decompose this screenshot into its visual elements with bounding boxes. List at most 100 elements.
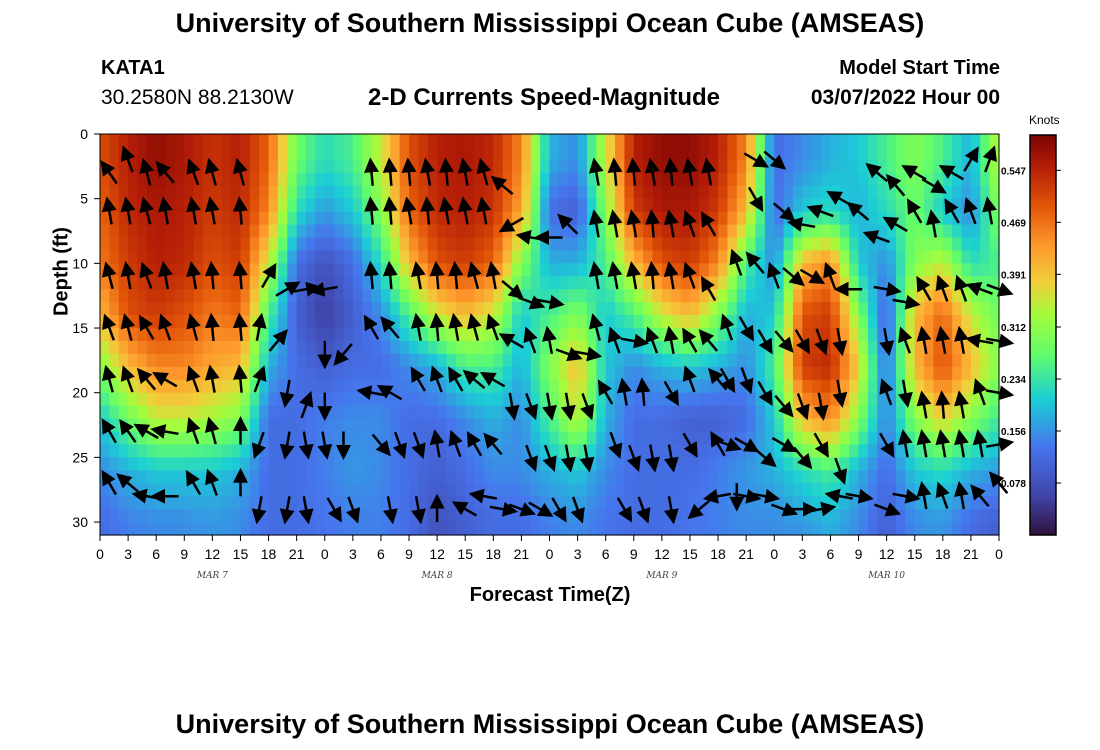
current-vector-arrow bbox=[682, 365, 697, 393]
heatmap-cell bbox=[212, 392, 223, 407]
heatmap-cell bbox=[989, 522, 1000, 536]
heatmap-cell bbox=[427, 328, 438, 342]
heatmap-cell bbox=[708, 483, 719, 497]
heatmap-cell bbox=[109, 366, 120, 381]
heatmap-cell bbox=[465, 328, 476, 342]
heatmap-cell bbox=[483, 444, 494, 458]
heatmap-cell bbox=[231, 483, 242, 497]
heatmap-cell bbox=[689, 172, 700, 187]
heatmap-cell bbox=[615, 172, 626, 187]
heatmap-cell bbox=[380, 276, 391, 290]
heatmap-cell bbox=[409, 172, 419, 187]
current-vector-arrow bbox=[799, 268, 826, 285]
heatmap-cell bbox=[418, 146, 429, 161]
heatmap-cell bbox=[746, 263, 757, 277]
heatmap-cell bbox=[615, 263, 626, 277]
heatmap-cell bbox=[774, 224, 785, 239]
heatmap-cell bbox=[942, 185, 953, 200]
heatmap-cell bbox=[886, 198, 897, 213]
heatmap-cell bbox=[474, 237, 485, 252]
heatmap-cell bbox=[961, 211, 972, 226]
heatmap-cell bbox=[792, 379, 803, 394]
heatmap-cell bbox=[521, 276, 532, 290]
heatmap-cell bbox=[736, 340, 747, 355]
heatmap-cell bbox=[568, 159, 579, 174]
heatmap-cell bbox=[268, 159, 279, 174]
heatmap-cell bbox=[315, 134, 326, 148]
heatmap-cell bbox=[914, 457, 925, 471]
heatmap-cell bbox=[671, 366, 682, 381]
heatmap-cell bbox=[905, 522, 916, 536]
heatmap-cell bbox=[287, 172, 298, 187]
current-vector-arrow bbox=[410, 261, 426, 290]
heatmap-cell bbox=[137, 250, 148, 264]
heatmap-cell bbox=[352, 198, 363, 213]
heatmap-cell bbox=[811, 315, 822, 329]
current-vector-arrow bbox=[489, 501, 518, 517]
heatmap-cell bbox=[586, 224, 597, 239]
current-vector-arrow bbox=[963, 197, 978, 225]
heatmap-cell bbox=[231, 328, 242, 342]
heatmap-cell bbox=[212, 315, 223, 329]
heatmap-cell bbox=[118, 444, 129, 458]
heatmap-cell bbox=[886, 483, 897, 497]
heatmap-cell bbox=[643, 198, 654, 213]
heatmap-cell bbox=[137, 431, 148, 446]
heatmap-cell bbox=[924, 224, 935, 239]
heatmap-cell bbox=[174, 146, 185, 161]
heatmap-cell bbox=[465, 198, 476, 213]
current-vector-arrow bbox=[150, 424, 179, 439]
heatmap-cell bbox=[980, 159, 991, 174]
heatmap-cell bbox=[306, 418, 316, 433]
heatmap-cell bbox=[352, 418, 363, 433]
heatmap-cell bbox=[465, 509, 476, 523]
current-vector-arrow bbox=[935, 390, 951, 419]
heatmap-cell bbox=[287, 444, 298, 458]
heatmap-cell bbox=[624, 418, 635, 433]
heatmap-cell bbox=[240, 198, 251, 213]
heatmap-cell bbox=[811, 366, 822, 381]
heatmap-cell bbox=[399, 172, 410, 187]
heatmap-cell bbox=[156, 392, 167, 407]
heatmap-cell bbox=[109, 444, 120, 458]
heatmap-cell bbox=[652, 431, 663, 446]
heatmap-cell bbox=[830, 134, 841, 148]
heatmap-cell bbox=[811, 302, 822, 316]
heatmap-cell bbox=[109, 211, 120, 226]
heatmap-cell bbox=[605, 185, 616, 200]
heatmap-cell bbox=[493, 263, 504, 277]
heatmap-cell bbox=[446, 224, 457, 239]
heatmap-cell bbox=[764, 185, 775, 200]
heatmap-cell bbox=[577, 276, 588, 290]
heatmap-cell bbox=[774, 237, 785, 252]
heatmap-cell bbox=[287, 340, 298, 355]
x-tick-label: 6 bbox=[377, 546, 385, 562]
heatmap-cell bbox=[764, 366, 775, 381]
heatmap-cell bbox=[380, 185, 391, 200]
heatmap-cell bbox=[661, 444, 672, 458]
heatmap-cell bbox=[184, 185, 195, 200]
heatmap-cell bbox=[568, 237, 579, 252]
heatmap-cell bbox=[530, 198, 541, 213]
heatmap-cell bbox=[708, 328, 719, 342]
heatmap-cell bbox=[549, 250, 560, 264]
heatmap-cell bbox=[137, 509, 148, 523]
heatmap-cell bbox=[568, 522, 579, 536]
heatmap-cell bbox=[811, 172, 822, 187]
heatmap-cell bbox=[699, 198, 710, 213]
heatmap-cell bbox=[783, 457, 794, 471]
heatmap-cell bbox=[165, 496, 176, 510]
heatmap-cell bbox=[718, 328, 729, 342]
current-vector-arrow bbox=[663, 444, 679, 473]
heatmap-cell bbox=[933, 211, 944, 226]
heatmap-cell bbox=[128, 211, 139, 226]
heatmap-cell bbox=[165, 263, 176, 277]
heatmap-cell bbox=[409, 224, 419, 239]
heatmap-cell bbox=[156, 237, 167, 252]
current-vector-arrow bbox=[158, 313, 173, 341]
heatmap-cell bbox=[755, 289, 766, 303]
heatmap-cell bbox=[867, 328, 878, 342]
heatmap-cell bbox=[193, 315, 204, 329]
heatmap-cell bbox=[240, 250, 251, 264]
heatmap-cell bbox=[399, 405, 410, 420]
